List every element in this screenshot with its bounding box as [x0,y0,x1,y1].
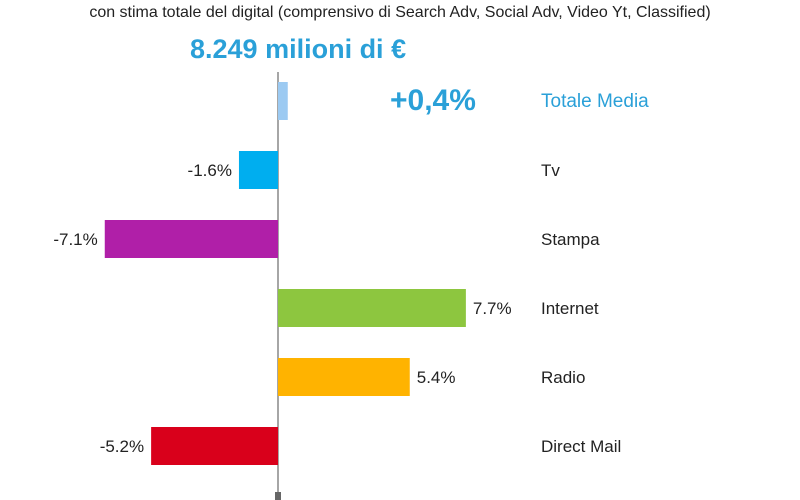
category-label-tv: Tv [541,161,560,180]
data-label-internet: 7.7% [473,299,512,318]
bar-internet [278,289,466,327]
bar-tv [238,151,278,189]
data-label-tv: -1.6% [188,161,232,180]
category-label-stampa: Stampa [541,230,600,249]
axis-end-marker [275,492,281,500]
category-label-direct-mail: Direct Mail [541,437,621,456]
data-label-radio: 5.4% [417,368,456,387]
chart-subtitle: con stima totale del digital (comprensiv… [89,4,711,21]
category-label-internet: Internet [541,299,599,318]
bar-stampa [104,220,278,258]
total-media-value: 8.249 milioni di € [190,34,407,64]
category-label-radio: Radio [541,368,585,387]
category-label-totale-media: Totale Media [541,91,649,112]
data-label-stampa: -7.1% [53,230,97,249]
bar-direct-mail [151,427,278,465]
data-label-direct-mail: -5.2% [100,437,144,456]
total-media-change: +0,4% [390,84,476,117]
bar-totale-media [278,82,288,120]
bar-radio [278,358,410,396]
